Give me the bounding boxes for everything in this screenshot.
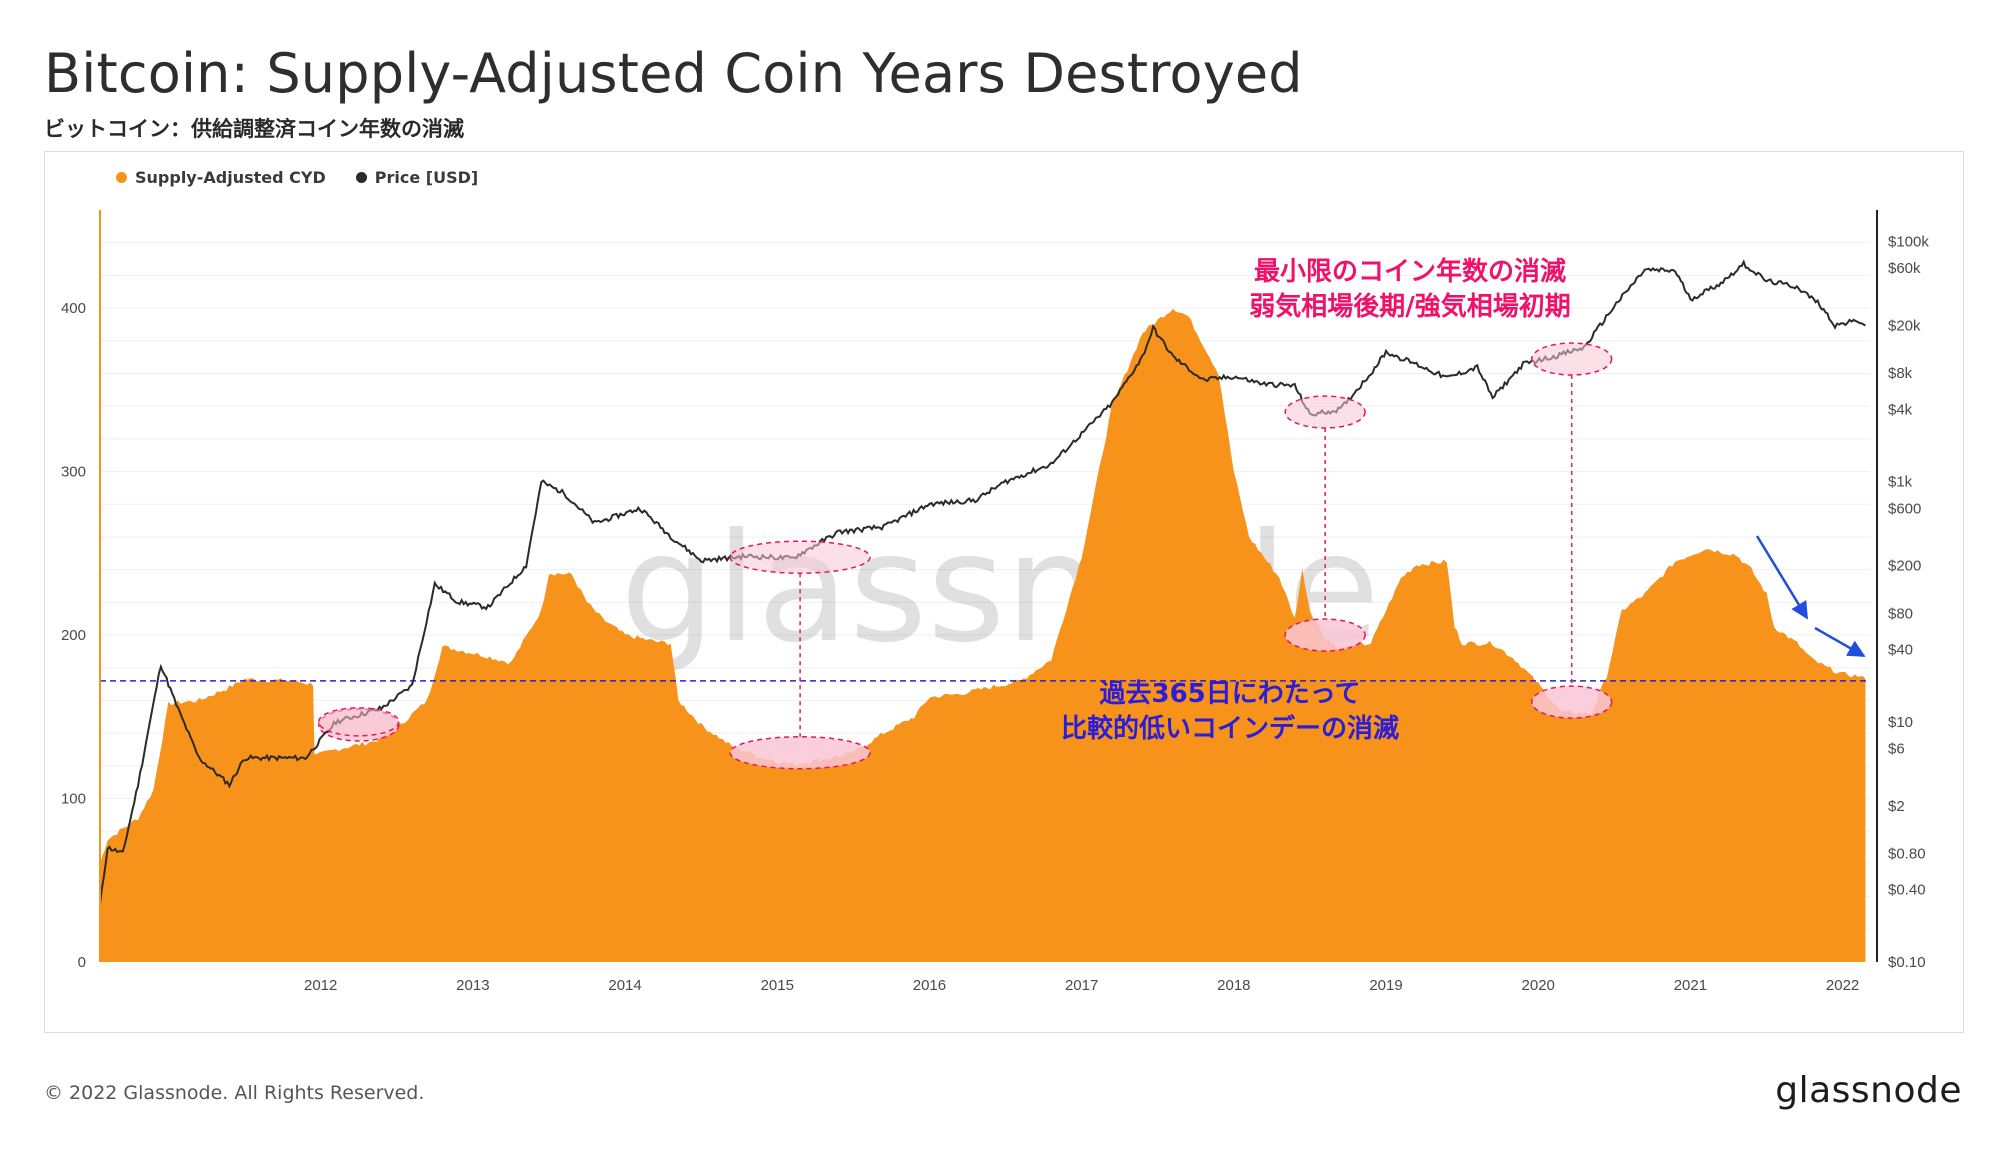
cyd-low-highlight [729,735,871,770]
price-low-highlight [1284,395,1366,429]
decline-arrow [1755,535,1809,620]
cyd-low-highlight [1530,685,1613,719]
annotation-red-line-1: 最小限のコイン年数の消滅 [1253,257,1566,287]
chart-subtitle: ビットコイン：供給調整済コイン年数の消滅 [44,117,464,141]
brand-logo[interactable]: glassnode [1775,1070,1962,1111]
decline-arrow [1814,626,1866,658]
x-tick-label: 2016 [913,977,946,994]
legend-swatch-cyd [116,172,127,183]
annotation-blue: 過去365日にわたって 比較的低いコインデーの消滅 [1030,677,1430,747]
y-tick-left: 100 [61,791,86,808]
y-tick-left: 400 [61,300,86,317]
y-tick-right: $2 [1888,798,1905,815]
x-tick-label: 2012 [304,977,337,994]
x-tick-label: 2015 [761,977,794,994]
y-tick-right: $0.10 [1888,954,1926,971]
y-tick-right: $6 [1888,740,1905,757]
legend-swatch-price [355,172,367,183]
legend: Supply-Adjusted CYD Price [USD] [116,168,478,187]
x-tick-label: 2020 [1522,977,1555,994]
legend-label-cyd: Supply-Adjusted CYD [135,168,326,187]
cyd-low-highlight [1284,618,1366,652]
legend-item-price[interactable]: Price [USD] [355,168,479,187]
x-tick-label: 2017 [1065,977,1098,994]
y-tick-left: 300 [61,464,86,481]
annotation-red-line-2: 弱気相場後期/強気相場初期 [1249,292,1571,323]
x-tick-label: 2018 [1217,977,1250,994]
price-low-highlight [1530,342,1613,376]
y-tick-right: $80 [1888,605,1913,622]
chart-title: Bitcoin: Supply-Adjusted Coin Years Dest… [44,42,1303,105]
x-tick-label: 2019 [1369,977,1402,994]
copyright-text: © 2022 Glassnode. All Rights Reserved. [44,1082,425,1104]
y-tick-left: 200 [61,627,86,644]
y-tick-right: $600 [1888,500,1921,517]
y-tick-right: $0.80 [1888,846,1926,863]
y-tick-left: 0 [78,954,86,971]
y-tick-right: $20k [1888,317,1921,334]
y-tick-right: $60k [1888,260,1921,277]
price-low-highlight [317,707,400,737]
y-tick-right: $200 [1888,558,1921,575]
y-tick-right: $4k [1888,401,1913,418]
annotation-blue-line-2: 比較的低いコインデーの消滅 [1060,714,1399,745]
x-tick-label: 2013 [456,977,489,994]
chart-panel [44,151,1964,1033]
y-tick-right: $0.40 [1888,882,1926,899]
y-tick-right: $8k [1888,365,1913,382]
y-tick-right: $10 [1888,714,1913,731]
cyd-area [100,308,1866,962]
x-tick-label: 2014 [608,977,641,994]
legend-label-price: Price [USD] [374,168,479,187]
annotation-red: 最小限のコイン年数の消滅 弱気相場後期/強気相場初期 [1230,255,1590,325]
x-tick-label: 2021 [1674,977,1707,994]
legend-item-cyd[interactable]: Supply-Adjusted CYD [116,168,326,187]
y-tick-right: $40 [1888,642,1913,659]
y-tick-right: $100k [1888,234,1929,251]
y-tick-right: $1k [1888,474,1913,491]
x-tick-label: 2022 [1826,977,1859,994]
price-low-highlight [729,540,871,574]
annotation-blue-line-1: 過去365日にわたって [1099,679,1361,709]
